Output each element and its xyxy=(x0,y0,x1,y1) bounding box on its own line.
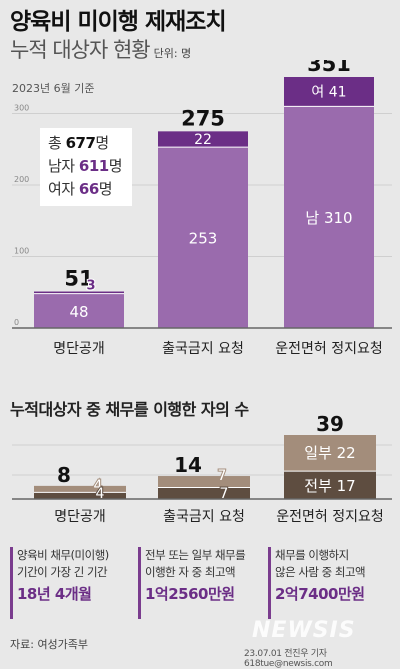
chart-sanctions: 0 100 200 300 51 48 3 명단공개 275 253 22 출국금지 요청 351 남 3… xyxy=(12,60,392,357)
totals-line-female: 여자 66명 xyxy=(48,178,124,201)
x-category-label: 출국금지 요청 xyxy=(163,509,245,525)
card-text-line2: 이행한 자 중 최고액 xyxy=(145,565,236,579)
female-suffix: 명 xyxy=(98,180,113,198)
male-label: 남자 xyxy=(48,157,75,175)
card-max-unpaid: 채무를 이행하지 않은 사람 중 최고액 2억7400만원 xyxy=(268,547,392,619)
bar-value-label-male: 남 310 xyxy=(305,209,352,227)
bar-total-label: 8 xyxy=(57,463,71,487)
y-tick-label: 100 xyxy=(14,246,29,255)
x-category-label: 운전면허 정지요청 xyxy=(276,509,384,525)
bar-value-label-full: 4 xyxy=(96,486,105,502)
male-suffix: 명 xyxy=(108,157,123,175)
date-note: 2023년 6월 기준 xyxy=(12,82,95,95)
bar-total-label: 39 xyxy=(316,415,344,436)
bar-total-label: 51 xyxy=(64,267,93,291)
chart-repaid: 8 44 명단공개 14 7 7 출국금지 요청 39 일부 22 전부 17 운전면허 정지요청 xyxy=(12,415,392,525)
card-text-line1: 양육비 채무(미이행) xyxy=(17,548,109,562)
unit-note: 단위: 명 xyxy=(153,47,192,60)
title-block: 양육비 미이행 제재조치 누적 대상자 현황 단위: 명 xyxy=(10,8,227,68)
card-value: 18년 4개월 xyxy=(17,585,92,603)
bar-value-label-female: 3 xyxy=(86,279,95,294)
bar-segment-male xyxy=(284,106,374,328)
card-text-line1: 채무를 이행하지 xyxy=(275,548,349,562)
card-text-line2: 않은 사람 중 최고액 xyxy=(275,565,366,579)
x-category-label: 명단공개 xyxy=(54,509,106,525)
bar-value-label-male: 48 xyxy=(69,303,88,321)
male-value: 611 xyxy=(78,157,109,175)
bar-value-label-female: 22 xyxy=(194,132,212,148)
bar-segment-partial xyxy=(158,476,250,488)
female-label: 여자 xyxy=(48,180,75,198)
bar-segment-female xyxy=(34,291,124,294)
female-value: 66 xyxy=(78,180,99,198)
bar-segment-partial xyxy=(284,435,376,472)
credit-note: 23.07.01 전진우 기자 618tue@newsis.com xyxy=(244,649,333,669)
y-tick-label: 0 xyxy=(14,318,19,327)
bar-value-label-partial: 7 xyxy=(218,468,227,484)
bar-value-label-female: 여 41 xyxy=(311,85,346,101)
bar-total-label: 351 xyxy=(307,60,351,76)
card-text-line1: 전부 또는 일부 채무를 xyxy=(145,548,246,562)
newsis-watermark: NEWSIS xyxy=(252,618,356,643)
x-category-label: 출국금지 요청 xyxy=(162,341,244,357)
total-label: 총 xyxy=(48,134,62,152)
section2-title: 누적대상자 중 채무를 이행한 자의 수 xyxy=(10,400,249,419)
bar-value-label-full: 7 xyxy=(220,486,229,502)
bar-segment-female xyxy=(284,77,374,107)
bar-total-label: 275 xyxy=(181,106,225,130)
y-tick-label: 200 xyxy=(14,175,29,184)
card-longest-period: 양육비 채무(미이행) 기간이 가장 긴 기간 18년 4개월 xyxy=(10,547,136,619)
bar-value-label-full: 전부 17 xyxy=(304,477,355,495)
summary-cards: 양육비 채무(미이행) 기간이 가장 긴 기간 18년 4개월 전부 또는 일부… xyxy=(10,547,392,619)
bar-value-label-partial: 일부 22 xyxy=(304,444,355,462)
bar-segment-female xyxy=(158,131,248,148)
bar-segment-male xyxy=(158,147,248,328)
subtitle-text: 누적 대상자 현황 xyxy=(10,38,151,62)
card-value: 1억2560만원 xyxy=(145,585,235,603)
x-category-label: 운전면허 정지요청 xyxy=(275,341,383,357)
totals-line-total: 총 677명 xyxy=(48,132,124,155)
totals-line-male: 남자 611명 xyxy=(48,155,124,178)
bar-segment-full xyxy=(158,487,250,499)
source-note: 자료: 여성가족부 xyxy=(10,638,89,651)
x-category-label: 명단공개 xyxy=(53,341,105,357)
total-suffix: 명 xyxy=(95,134,109,152)
bar-segment-male xyxy=(34,293,124,328)
bar-segment-full xyxy=(284,471,376,499)
totals-box: 총 677명 남자 611명 여자 66명 xyxy=(40,128,132,206)
bar-total-label: 14 xyxy=(174,453,202,477)
bar-segment-partial xyxy=(34,485,126,493)
y-tick-label: 300 xyxy=(14,103,29,112)
page-title: 양육비 미이행 제재조치 xyxy=(10,9,227,35)
card-text-line2: 기간이 가장 긴 기간 xyxy=(17,565,108,579)
card-max-repaid: 전부 또는 일부 채무를 이행한 자 중 최고액 1억2560만원 xyxy=(138,547,266,619)
bar-segment-full xyxy=(34,492,126,499)
total-value: 677 xyxy=(65,134,96,152)
bar-value-label-partial: 4 xyxy=(94,478,103,494)
card-value: 2억7400만원 xyxy=(275,585,365,603)
page-subtitle: 누적 대상자 현황 단위: 명 xyxy=(10,36,226,68)
bar-value-label-male: 253 xyxy=(189,230,218,248)
